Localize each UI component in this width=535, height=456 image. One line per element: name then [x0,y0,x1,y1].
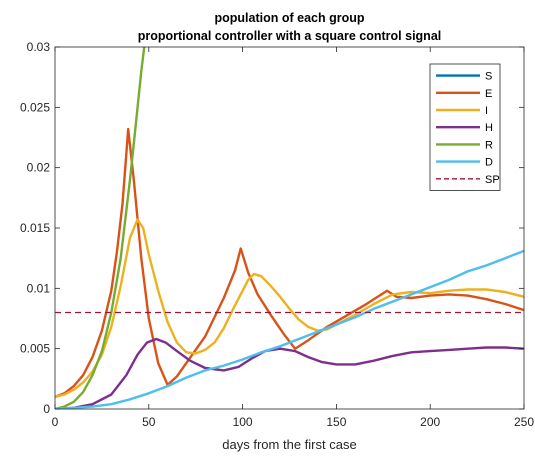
series-layer [55,47,524,409]
series-line-d [55,249,524,409]
x-tick-label: 150 [326,415,346,429]
legend-label-s: S [485,71,492,83]
legend-label-r: R [485,139,493,151]
legend-label-d: D [485,157,493,169]
y-tick-label: 0.005 [20,342,50,356]
title-line-1: population of each group [215,11,365,25]
x-axis-label: days from the first case [222,437,356,452]
legend-label-e: E [485,88,492,100]
title-line-2: proportional controller with a square co… [138,29,442,43]
ticks: 0 50 100 150 200 250 0 0.005 0.01 0.015 0.02 0.025 0… [20,40,534,429]
series-line-r [55,47,146,409]
legend-label-i: I [485,105,488,117]
x-tick-label: 100 [233,415,253,429]
legend-label-sp: SP [485,174,500,186]
x-tick-label: 200 [420,415,440,429]
y-tick-label: 0.01 [27,281,51,295]
x-tick-label: 0 [52,415,59,429]
x-tick-label: 50 [142,415,156,429]
y-tick-label: 0 [43,402,50,416]
y-tick-label: 0.025 [20,100,50,114]
legend-label-h: H [485,122,493,134]
x-tick-label: 250 [514,415,534,429]
y-tick-label: 0.015 [20,221,50,235]
series-line-i [55,218,524,399]
chart-title: population of each group proportional co… [138,11,442,43]
y-tick-label: 0.03 [27,40,51,54]
y-tick-label: 0.02 [27,161,51,175]
